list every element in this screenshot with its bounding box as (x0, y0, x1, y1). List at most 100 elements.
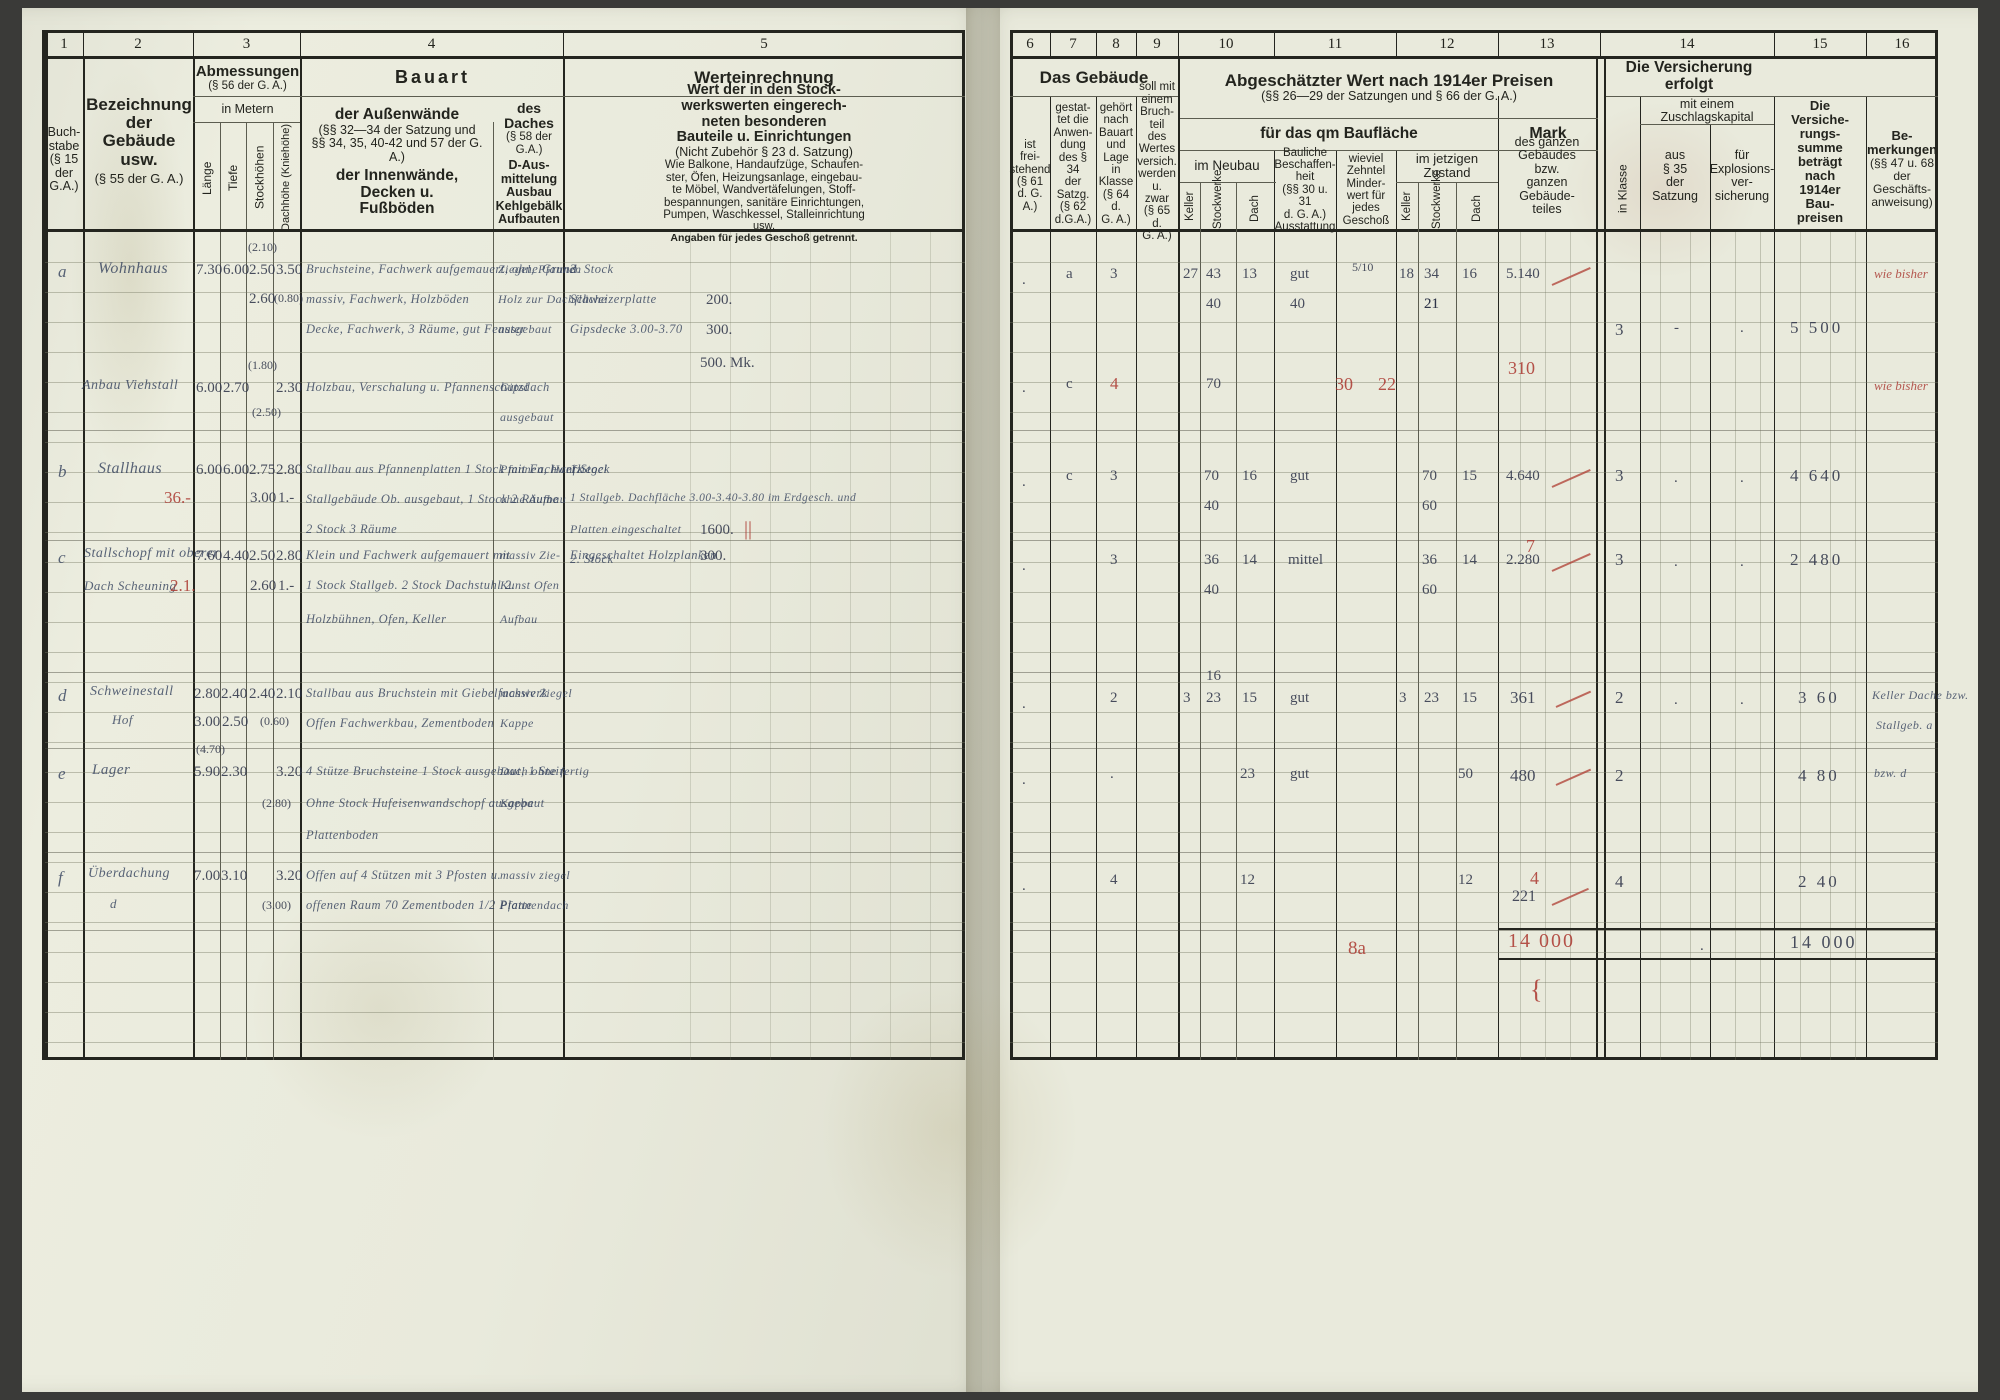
header-col7-line: dung (1060, 139, 1086, 152)
entry-laenge: 7.30 (196, 262, 223, 278)
entry-zuschlag-explosion: . (1740, 554, 1744, 570)
rule (563, 32, 564, 56)
header-col8-line: Bauart (1099, 126, 1133, 139)
entry-jetzt-dach: 15 (1462, 690, 1477, 706)
right-table-frame (1010, 30, 1938, 1060)
header-col5-detail: Angaben für jedes Geschoß getrennt. (670, 232, 858, 245)
value-guide-rule (770, 232, 771, 1060)
entry-dach-line: Dach ohne fertig (500, 764, 590, 778)
entry-dach-paren-2: (2.80) (262, 796, 291, 810)
header-col15: Die Versiche- rungs- summe beträgt nach … (1775, 96, 1865, 228)
header-col15-line: Bau- (1805, 196, 1835, 212)
entry-laenge: 7.00 (194, 868, 221, 884)
body-rule (45, 472, 965, 473)
header-col7-line: gestat- (1055, 101, 1091, 114)
entry-tiefe: 6.00 (223, 462, 250, 478)
header-col13-line: des ganzen (1514, 134, 1580, 149)
header-col3-sub: (§ 56 der G. A.) (208, 79, 287, 92)
header-col7-line: des § 34 (1058, 151, 1088, 176)
entry-werte-line: Gipsdecke 3.00-3.70 (570, 322, 683, 336)
rule (1456, 182, 1457, 1060)
header-col9-line: versich. (1137, 155, 1177, 168)
header-col15-line: summe (1797, 139, 1843, 155)
rule (1180, 182, 1276, 183)
entry-stock-2: 2.60 (249, 291, 276, 307)
entry-dach-line: ohne Aufbau (500, 492, 567, 506)
body-rule (45, 382, 965, 383)
total-note-left: 8a (1348, 938, 1366, 959)
header-col10-dach: Dach (1248, 195, 1261, 223)
entry-dach-paren-2: (0.60) (260, 714, 289, 728)
header-col11-line: d. G. A.) (1283, 208, 1327, 221)
entry-neubau-stock: 12 (1240, 872, 1255, 888)
header-col6-line: ist (1024, 138, 1036, 151)
header-mark: Mark (1529, 125, 1567, 143)
rule (1274, 32, 1275, 56)
row-group-rule (45, 930, 965, 931)
header-surcharge-l2: Zuschlagskapital (1660, 110, 1754, 124)
header-col11b-line: wert für (1346, 190, 1386, 202)
header-col5-detail: bespannungen, sanitäre Einrichtungen, (663, 196, 865, 209)
rule (193, 122, 300, 123)
entry-dach-line: Gipsl (500, 380, 529, 394)
entry-mark: 480 (1510, 766, 1536, 785)
header-col12-dach: Dach (1470, 195, 1483, 223)
entry-bemerkung: Keller Dache bzw. (1872, 688, 1969, 702)
entry-dachhoehe: 2.30 (276, 380, 303, 396)
rule (83, 59, 85, 1060)
entry-neubau-keller: 70 (1206, 376, 1221, 392)
header-col15-line: rungs- (1799, 125, 1841, 141)
money-guide-rule (1800, 232, 1801, 1060)
entry-versicherungssumme: 2 40 (1798, 872, 1840, 891)
entry-neubau-keller: 27 (1183, 266, 1198, 282)
body-rule (1010, 652, 1938, 653)
rule (300, 59, 302, 1060)
entry-jetzt-keller: 36 (1422, 552, 1437, 568)
entry-freistehend: . (1022, 558, 1026, 574)
entry-beschaffenheit: gut (1290, 690, 1310, 706)
rule (1774, 32, 1775, 56)
header-col7: gestat- tet die Anwen- dung des § 34 der… (1051, 100, 1095, 228)
entry-werte-line: 2. Stock (570, 552, 614, 566)
entry-werte-value: 300. (706, 322, 733, 338)
entry-red-bars: || (744, 518, 753, 540)
header-col5-body: Wert der in den Stock- werkswerten einge… (567, 83, 961, 245)
rule (1600, 32, 1601, 56)
entry-zuschlag-par35: . (1674, 470, 1678, 486)
body-rule (1010, 472, 1938, 473)
entry-zuschlag-par35: . (1674, 692, 1678, 708)
rule (1774, 96, 1775, 1060)
header-col3-stockhoehen: Stockhöhen (252, 145, 267, 209)
value-guide-rule (850, 232, 851, 1060)
entry-neubau-stock-extra: 40 (1204, 582, 1219, 598)
header-col8-line: nach (1103, 114, 1129, 127)
entry-dach-paren-2: (0.80) (274, 291, 303, 305)
entry-neubau-stock: 16 (1242, 468, 1257, 484)
entry-klasse-bauart: . (1110, 766, 1114, 782)
header-col13-line: Gebäudes (1518, 148, 1576, 162)
entry-neubau-stock-extra: 40 (1206, 296, 1221, 312)
entry-klasse-bauart: 2 (1110, 690, 1118, 706)
entry-versicherungssumme: 4 640 (1790, 466, 1844, 485)
header-group-value-title: Abgeschätzter Wert nach 1914er Preisen (1224, 71, 1554, 91)
header-surcharge: mit einem Zuschlagskapital (1641, 97, 1773, 124)
row-group-rule (45, 540, 965, 541)
body-rule (1010, 262, 1938, 263)
header-col5-detail: usw. (752, 220, 775, 233)
body-rule (45, 442, 965, 443)
col-number-6: 6 (1026, 35, 1034, 52)
rule (193, 32, 194, 56)
body-rule (45, 412, 965, 413)
money-guide-rule (1570, 232, 1571, 1060)
header-col5-paren: (Nicht Zubehör § 23 d. Satzung) (675, 144, 853, 159)
entry-versicherungssumme: 2 480 (1790, 550, 1844, 569)
entry-klasse-bauart: 4 (1110, 872, 1118, 888)
header-col14b-line: für (1734, 148, 1750, 162)
body-rule (1010, 742, 1938, 743)
col-number-12: 12 (1439, 35, 1455, 52)
entry-stockhoehe: 2.50 (249, 262, 276, 278)
body-rule (1010, 922, 1938, 923)
header-col9-line: teil des (1147, 118, 1167, 143)
body-rule (1010, 1042, 1938, 1043)
header-col6-line: (§ 61 (1016, 176, 1044, 188)
